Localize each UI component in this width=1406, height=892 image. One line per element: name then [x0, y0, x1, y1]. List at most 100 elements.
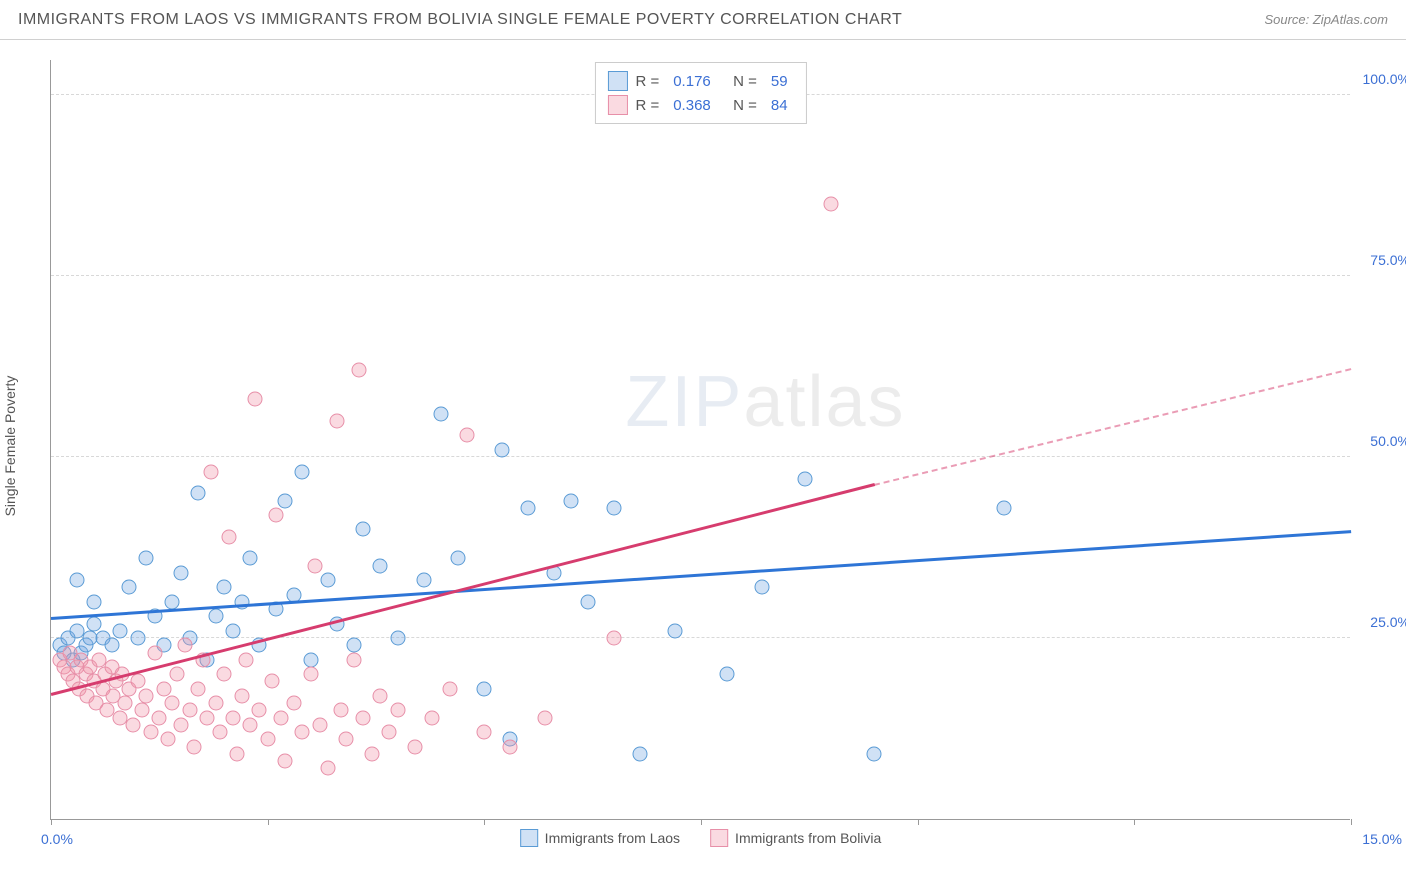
- data-point: [356, 522, 371, 537]
- data-point: [239, 652, 254, 667]
- data-point: [191, 486, 206, 501]
- ytick-label: 100.0%: [1355, 71, 1406, 87]
- data-point: [607, 500, 622, 515]
- r-label: R =: [635, 73, 659, 90]
- data-point: [451, 551, 466, 566]
- data-point: [178, 638, 193, 653]
- watermark-zip: ZIP: [625, 362, 743, 442]
- data-point: [204, 464, 219, 479]
- stats-legend-row: R =0.176 N =59: [607, 69, 793, 93]
- data-point: [373, 558, 388, 573]
- data-point: [668, 623, 683, 638]
- data-point: [273, 710, 288, 725]
- ytick-label: 25.0%: [1355, 614, 1406, 630]
- data-point: [161, 732, 176, 747]
- n-label: N =: [725, 73, 757, 90]
- data-point: [720, 667, 735, 682]
- data-point: [208, 696, 223, 711]
- data-point: [169, 667, 184, 682]
- r-value: 0.176: [673, 73, 711, 90]
- xtick: [484, 819, 485, 825]
- data-point: [252, 703, 267, 718]
- data-point: [217, 580, 232, 595]
- data-point: [351, 363, 366, 378]
- data-point: [208, 609, 223, 624]
- x-axis-min-label: 0.0%: [41, 831, 73, 847]
- trend-line: [51, 484, 875, 696]
- data-point: [425, 710, 440, 725]
- legend-swatch: [607, 95, 627, 115]
- legend-swatch: [520, 829, 538, 847]
- data-point: [182, 703, 197, 718]
- x-axis-max-label: 15.0%: [1362, 831, 1402, 847]
- data-point: [130, 674, 145, 689]
- data-point: [321, 761, 336, 776]
- series-legend-item: Immigrants from Laos: [520, 829, 680, 847]
- data-point: [213, 725, 228, 740]
- data-point: [460, 428, 475, 443]
- data-point: [234, 688, 249, 703]
- data-point: [382, 725, 397, 740]
- xtick: [268, 819, 269, 825]
- trend-line-dashed: [874, 368, 1351, 486]
- data-point: [373, 688, 388, 703]
- data-point: [260, 732, 275, 747]
- n-label: N =: [725, 97, 757, 114]
- data-point: [122, 580, 137, 595]
- data-point: [126, 717, 141, 732]
- data-point: [143, 725, 158, 740]
- data-point: [87, 616, 102, 631]
- data-point: [798, 471, 813, 486]
- r-label: R =: [635, 97, 659, 114]
- data-point: [347, 652, 362, 667]
- data-point: [152, 710, 167, 725]
- legend-swatch: [710, 829, 728, 847]
- data-point: [390, 703, 405, 718]
- gridline: [51, 637, 1350, 638]
- xtick: [1351, 819, 1352, 825]
- stats-legend-row: R =0.368 N =84: [607, 93, 793, 117]
- data-point: [269, 508, 284, 523]
- data-point: [520, 500, 535, 515]
- series-name: Immigrants from Laos: [545, 830, 680, 846]
- data-point: [338, 732, 353, 747]
- data-point: [442, 681, 457, 696]
- data-point: [165, 696, 180, 711]
- data-point: [364, 746, 379, 761]
- source-label: Source: ZipAtlas.com: [1264, 12, 1388, 27]
- data-point: [278, 493, 293, 508]
- data-point: [334, 703, 349, 718]
- data-point: [295, 725, 310, 740]
- series-legend-item: Immigrants from Bolivia: [710, 829, 881, 847]
- gridline: [51, 456, 1350, 457]
- data-point: [824, 196, 839, 211]
- legend-swatch: [607, 71, 627, 91]
- data-point: [494, 442, 509, 457]
- watermark-atlas: atlas: [743, 362, 905, 442]
- data-point: [312, 717, 327, 732]
- watermark: ZIPatlas: [625, 361, 905, 443]
- data-point: [139, 688, 154, 703]
- stats-legend: R =0.176 N =59R =0.368 N =84: [594, 62, 806, 124]
- data-point: [304, 652, 319, 667]
- data-point: [243, 551, 258, 566]
- data-point: [477, 681, 492, 696]
- data-point: [867, 746, 882, 761]
- data-point: [503, 739, 518, 754]
- y-axis-label: Single Female Poverty: [2, 376, 18, 517]
- data-point: [139, 551, 154, 566]
- data-point: [247, 392, 262, 407]
- data-point: [434, 406, 449, 421]
- data-point: [633, 746, 648, 761]
- data-point: [187, 739, 202, 754]
- data-point: [286, 696, 301, 711]
- series-legend: Immigrants from Laos Immigrants from Boli…: [520, 829, 882, 847]
- data-point: [87, 594, 102, 609]
- data-point: [156, 681, 171, 696]
- data-point: [581, 594, 596, 609]
- data-point: [117, 696, 132, 711]
- data-point: [191, 681, 206, 696]
- data-point: [226, 710, 241, 725]
- xtick: [51, 819, 52, 825]
- data-point: [308, 558, 323, 573]
